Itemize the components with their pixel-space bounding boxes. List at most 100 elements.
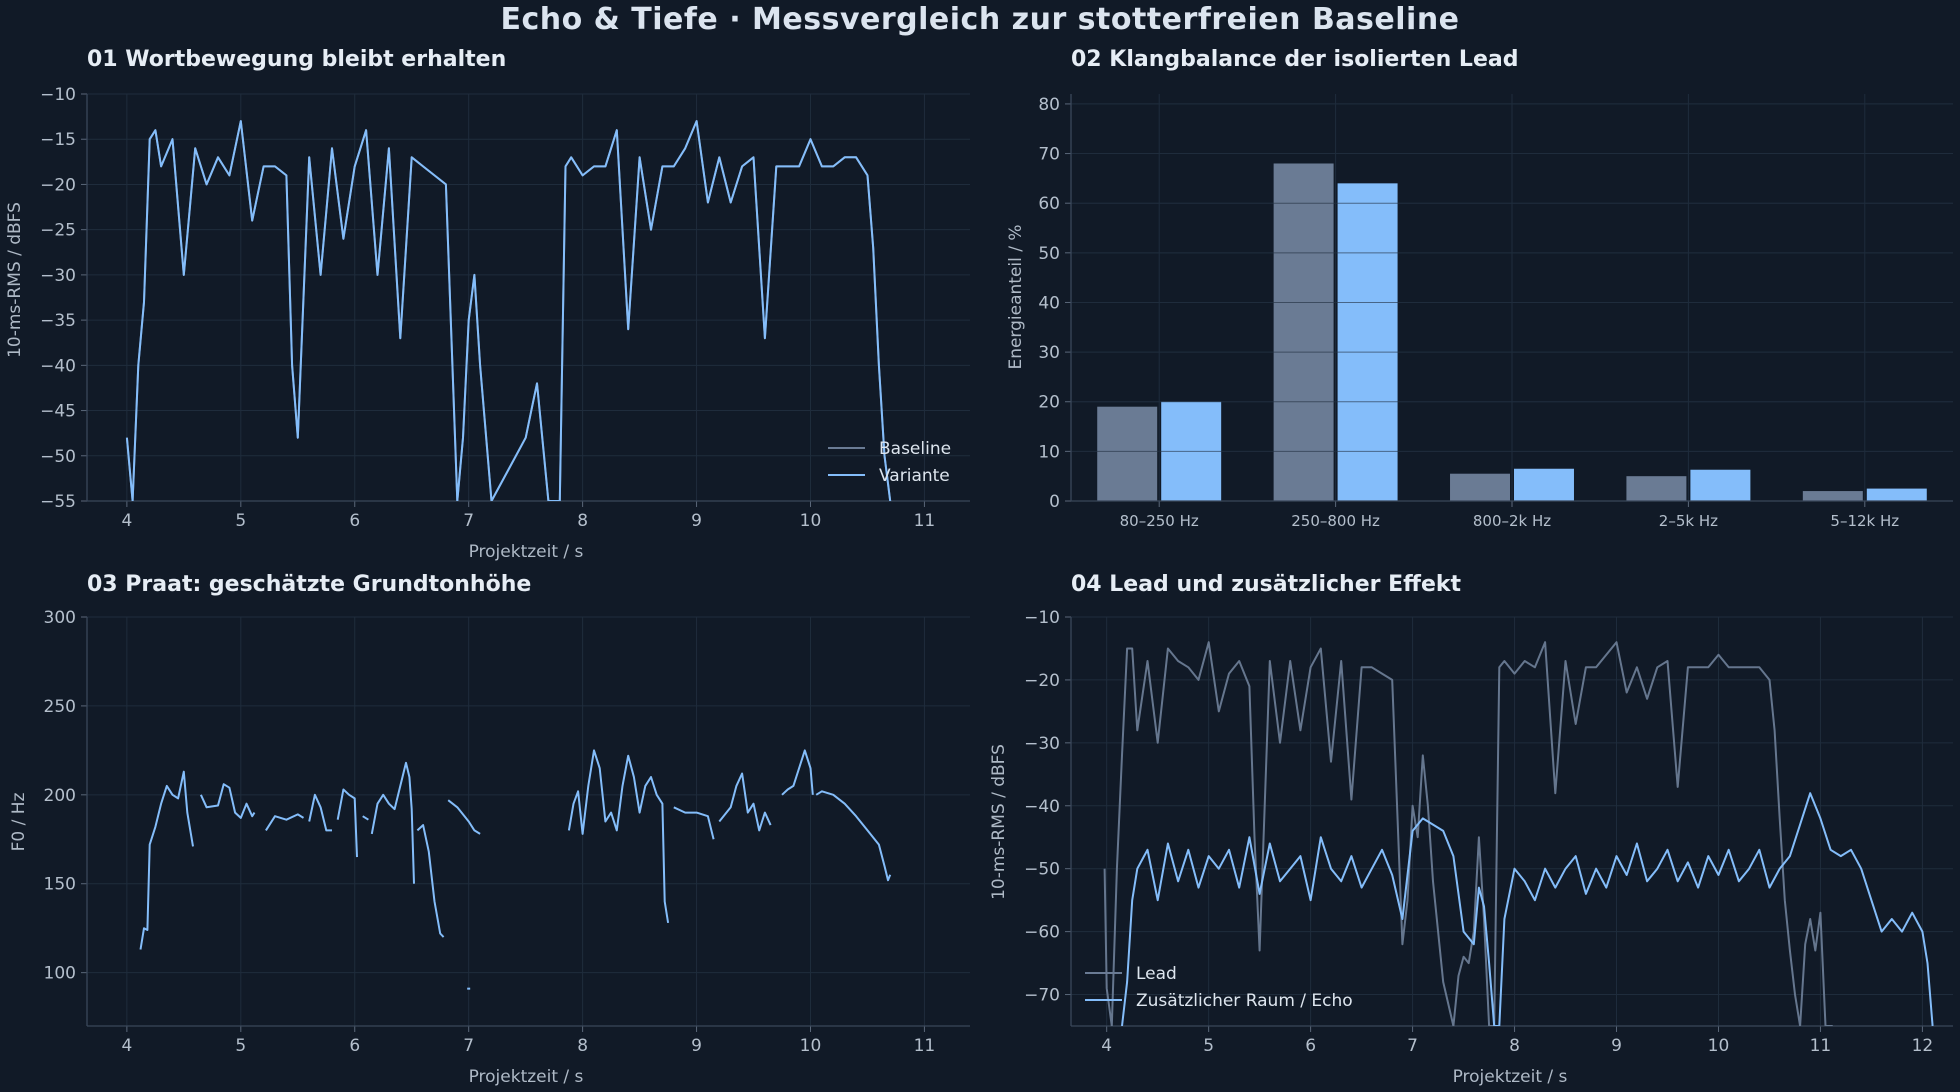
bar-series-1-2 [1273, 163, 1334, 502]
panel-1-xlabel: Projektzeit / s [469, 542, 584, 562]
panel-1-ytick-label: −45 [40, 402, 76, 422]
panel-2-title: 02 Klangbalance der isolierten Lead [1071, 47, 1518, 72]
panel-1-xtick-label: 8 [577, 511, 588, 531]
panel-4-ylabel: 10-ms-RMS / dBFS [989, 744, 1009, 900]
panel-4-xtick-label: 8 [1509, 1036, 1520, 1056]
bar-series-1-4 [1626, 476, 1687, 501]
bar-series-2-5 [1866, 488, 1927, 501]
panel-2-ytick-label: 10 [1038, 442, 1060, 462]
panel-3-series-1-line [447, 799, 481, 835]
panel-3-xtick-label: 10 [800, 1036, 822, 1056]
panel-3-series-1-line [139, 770, 194, 950]
panel-3-series-1-line [416, 824, 445, 938]
panel-1-plot: 4 5 6 7 8 9 10 11 −10 −15 −20 −25 −30 −35 −40 −45 −50 −55… [40, 85, 970, 531]
bar-series-1-3 [1450, 473, 1510, 501]
panel-4-title: 04 Lead und zusätzlicher Effekt [1071, 572, 1462, 597]
panel-3-series-group [139, 749, 892, 990]
panel-2-ytick-label: 70 [1038, 145, 1060, 165]
panel-4-ytick-label: −50 [1024, 860, 1060, 880]
panel-3-xlabel: Projektzeit / s [469, 1067, 584, 1087]
panel-4-xtick-label: 7 [1407, 1036, 1418, 1056]
panel-1-ytick-label: −25 [40, 221, 76, 241]
panel-2-plot: 0 10 20 30 40 50 60 70 80 80–250 Hz 250–800 Hz 800–… [1038, 94, 1953, 530]
panel-2-ytick-label: 20 [1038, 393, 1060, 413]
panel-4-xtick-label: 9 [1611, 1036, 1622, 1056]
figure-title: Echo & Tiefe · Messvergleich zur stotter… [500, 2, 1460, 37]
panel-2-ytick-label: 0 [1049, 492, 1060, 512]
panel-2-ytick-label: 40 [1038, 293, 1060, 313]
panel-2-category-label: 250–800 Hz [1291, 512, 1380, 530]
panel-4-xtick-label: 11 [1810, 1036, 1832, 1056]
panel-2-ylabel: Energieanteil / % [1006, 224, 1026, 369]
panel-1-ytick-label: −40 [40, 356, 76, 376]
panel-2-category-label: 2–5k Hz [1659, 512, 1718, 530]
panel-2-category-label: 800–2k Hz [1473, 512, 1551, 530]
panel-1-title: 01 Wortbewegung bleibt erhalten [87, 47, 506, 72]
panel-2-ytick-label: 50 [1038, 244, 1060, 264]
legend-4-label-1: Lead [1136, 964, 1177, 984]
panel-3-ytick-label: 300 [44, 608, 76, 628]
panel-2-ytick-label: 30 [1038, 343, 1060, 363]
panel-1-xtick-label: 4 [121, 511, 132, 531]
panel-1-ytick-label: −10 [40, 85, 76, 105]
panel-3-xtick-label: 7 [463, 1036, 474, 1056]
panel-3-series-1-line [336, 788, 358, 858]
panel-3-series-1-line [815, 790, 892, 882]
bar-series-1-5 [1802, 491, 1863, 501]
panel-4-xtick-label: 4 [1101, 1036, 1112, 1056]
panel-4-ytick-label: −60 [1024, 923, 1060, 943]
panel-3-series-1-line [718, 772, 772, 832]
bar-series-2-3 [1514, 468, 1574, 501]
panel-1-xtick-label: 6 [349, 511, 360, 531]
panel-3-ytick-label: 100 [44, 964, 76, 984]
panel-4-xtick-label: 6 [1305, 1036, 1316, 1056]
panel-4-series-2-line [1121, 792, 1934, 1026]
panel-1-series-group [125, 120, 892, 501]
bar-series-1-1 [1097, 406, 1158, 501]
panel-1-xtick-label: 5 [235, 511, 246, 531]
panel-1-ytick-label: −30 [40, 266, 76, 286]
panel-1-xtick-label: 11 [914, 511, 936, 531]
panel-1-ytick-label: −35 [40, 311, 76, 331]
panel-1-xtick-label: 7 [463, 511, 474, 531]
panel-3-xtick-label: 8 [577, 1036, 588, 1056]
panel-3-series-1-line [781, 749, 814, 796]
panel-1-series-2-line [125, 120, 892, 501]
panel-3-series-1-line [199, 783, 256, 819]
bar-series-2-4 [1690, 469, 1751, 501]
legend-1-label-2: Variante [879, 466, 950, 486]
panel-3-ytick-label: 150 [44, 875, 76, 895]
panel-4-xlabel: Projektzeit / s [1453, 1067, 1568, 1087]
legend-1-label-1: Baseline [879, 439, 951, 459]
legend-4-label-2: Zusätzlicher Raum / Echo [1136, 991, 1353, 1011]
panel-3-plot: 4 5 6 7 8 9 10 11 100 150 200 250 300 [44, 608, 970, 1056]
panel-1-xtick-label: 10 [800, 511, 822, 531]
panel-3-ytick-label: 250 [44, 697, 76, 717]
panel-1-ytick-label: −20 [40, 175, 76, 195]
panel-4-series-group [1103, 641, 1934, 1026]
panel-4-xtick-label: 10 [1708, 1036, 1730, 1056]
panel-2-ytick-label: 80 [1038, 95, 1060, 115]
panel-4-plot: 4 5 6 7 8 9 10 11 12 −10 −20 −30 −40 −50 −60 −70 Lead Zus… [1024, 608, 1953, 1056]
panel-3-xtick-label: 6 [349, 1036, 360, 1056]
panel-3-title: 03 Praat: geschätzte Grundtonhöhe [87, 572, 531, 597]
panel-2-category-label: 5–12k Hz [1830, 512, 1899, 530]
panel-3-xtick-label: 5 [235, 1036, 246, 1056]
panel-1-ytick-label: −50 [40, 447, 76, 467]
panel-4-ytick-label: −20 [1024, 671, 1060, 691]
panel-4-ytick-label: −10 [1024, 608, 1060, 628]
panel-3-series-1-line [265, 813, 305, 831]
panel-3-ylabel: F0 / Hz [9, 793, 29, 852]
panel-3-series-1-line [362, 815, 369, 821]
panel-4-ytick-label: −70 [1024, 986, 1060, 1006]
panel-3-xtick-label: 9 [691, 1036, 702, 1056]
panel-4-ytick-label: −40 [1024, 797, 1060, 817]
panel-1-xtick-label: 9 [691, 511, 702, 531]
panel-2-ytick-label: 60 [1038, 194, 1060, 214]
panel-3-series-1-line [370, 761, 415, 884]
panel-4-xtick-label: 12 [1912, 1036, 1934, 1056]
panel-1-ytick-label: −55 [40, 492, 76, 512]
panel-3-series-1-line [567, 749, 670, 924]
